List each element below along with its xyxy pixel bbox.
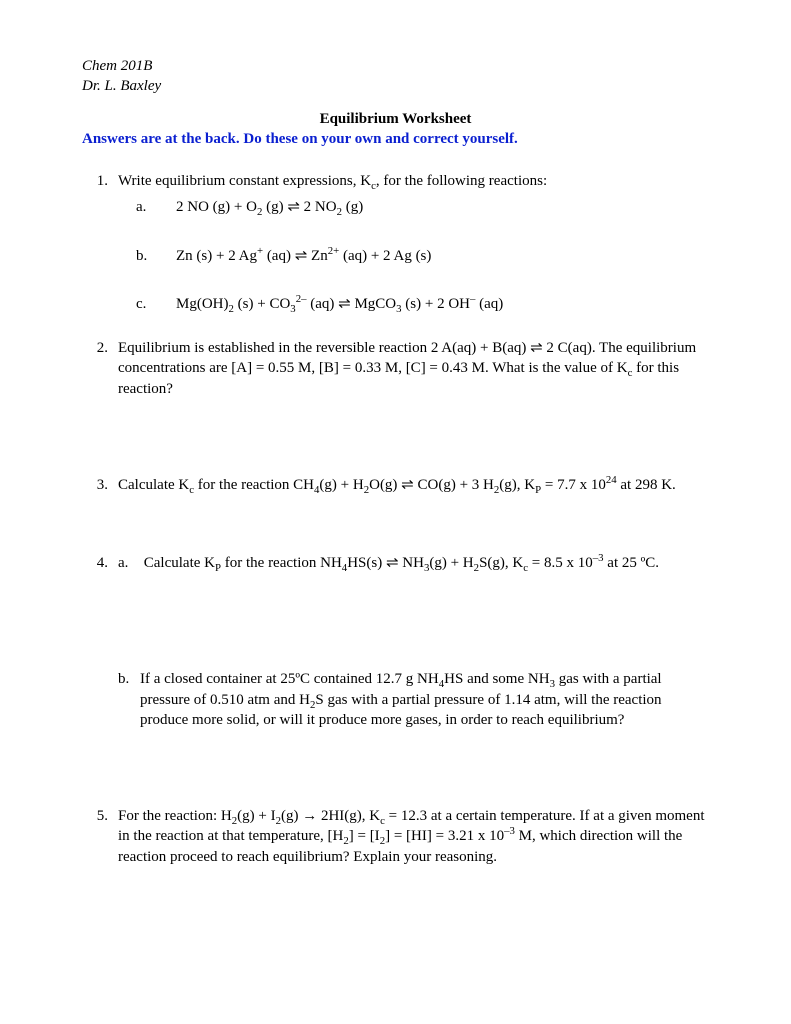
part-text: If a closed container at 25ºC contained … [140,669,709,730]
question-5: 5. For the reaction: H2(g) + I2(g) → 2HI… [82,806,709,867]
part-text: Zn (s) + 2 Ag+ (aq) ⇌ Zn2+ (aq) + 2 Ag (… [176,246,709,266]
question-body: a. Calculate KP for the reaction NH4HS(s… [118,553,709,730]
q1-part-a: a. 2 NO (g) + O2 (g) ⇌ 2 NO2 (g) [118,197,709,217]
part-letter: c. [118,294,176,314]
question-2: 2. Equilibrium is established in the rev… [82,338,709,399]
question-body: Write equilibrium constant expressions, … [118,171,709,314]
question-body: For the reaction: H2(g) + I2(g) → 2HI(g)… [118,806,709,867]
question-number: 5. [82,806,118,867]
worksheet-title: Equilibrium Worksheet [82,109,709,129]
part-text: 2 NO (g) + O2 (g) ⇌ 2 NO2 (g) [176,197,709,217]
question-3: 3. Calculate Kc for the reaction CH4(g) … [82,475,709,495]
q4a-text: Calculate KP for the reaction NH4HS(s) ⇌… [144,555,659,571]
instructor-name: Dr. L. Baxley [82,76,709,96]
q1-prompt: Write equilibrium constant expressions, … [118,173,547,189]
part-letter: b. [118,669,140,730]
question-number: 4. [82,553,118,730]
question-body: Equilibrium is established in the revers… [118,338,709,399]
worksheet-page: Chem 201B Dr. L. Baxley Equilibrium Work… [0,0,791,1024]
question-1: 1. Write equilibrium constant expression… [82,171,709,314]
part-letter: b. [118,246,176,266]
question-number: 3. [82,475,118,495]
q4-part-b: b. If a closed container at 25ºC contain… [118,669,709,730]
part-text: Mg(OH)2 (s) + CO32– (aq) ⇌ MgCO3 (s) + 2… [176,294,709,314]
question-body: Calculate Kc for the reaction CH4(g) + H… [118,475,709,495]
title-block: Equilibrium Worksheet Answers are at the… [82,109,709,150]
instructions-text: Answers are at the back. Do these on you… [82,129,709,149]
part-letter: a. [118,197,176,217]
question-number: 1. [82,171,118,314]
question-number: 2. [82,338,118,399]
question-4: 4. a. Calculate KP for the reaction NH4H… [82,553,709,730]
q1-part-b: b. Zn (s) + 2 Ag+ (aq) ⇌ Zn2+ (aq) + 2 A… [118,246,709,266]
course-code: Chem 201B [82,56,709,76]
q1-part-c: c. Mg(OH)2 (s) + CO32– (aq) ⇌ MgCO3 (s) … [118,294,709,314]
part-letter: a. [118,553,140,573]
